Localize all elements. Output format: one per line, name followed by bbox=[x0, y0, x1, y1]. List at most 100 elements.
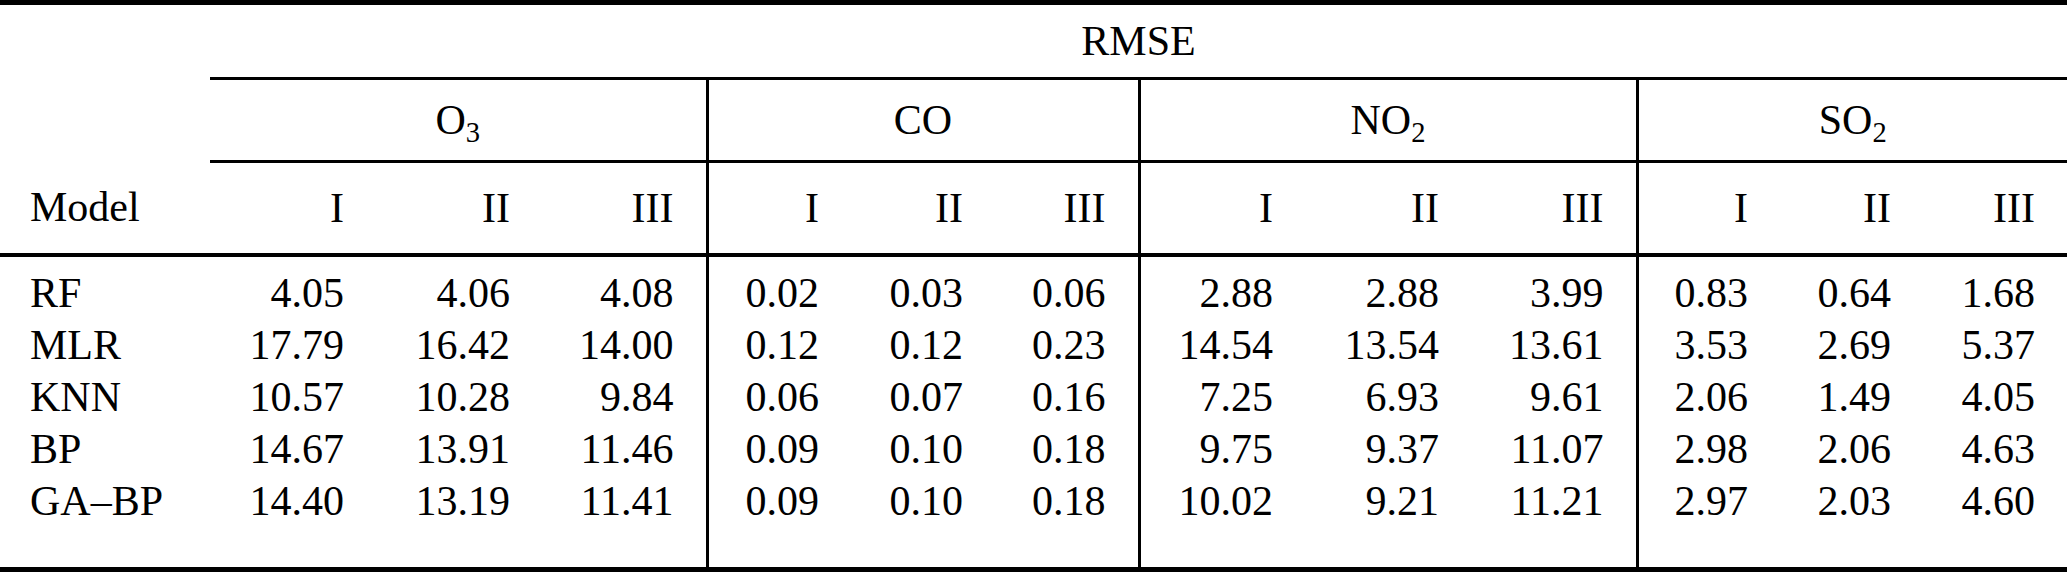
paper-table-page: RMSE O3 CO NO2 SO2 Model I bbox=[0, 0, 2067, 576]
value-cell: 3.99 bbox=[1471, 255, 1637, 319]
value-cell: 14.40 bbox=[210, 475, 376, 570]
table-row: GA–BP 14.40 13.19 11.41 0.09 0.10 0.18 1… bbox=[0, 475, 2067, 570]
corner-spacer bbox=[0, 3, 210, 79]
corner-spacer bbox=[0, 79, 210, 162]
model-name-cell: MLR bbox=[0, 319, 210, 371]
model-column-header: Model bbox=[0, 162, 210, 256]
value-cell: 2.88 bbox=[1139, 255, 1305, 319]
table-row: MLR 17.79 16.42 14.00 0.12 0.12 0.23 14.… bbox=[0, 319, 2067, 371]
group-label: NO bbox=[1351, 97, 1412, 143]
group-subscript: 2 bbox=[1411, 117, 1425, 148]
value-cell: 14.54 bbox=[1139, 319, 1305, 371]
model-name-cell: BP bbox=[0, 423, 210, 475]
group-subscript: 2 bbox=[1872, 117, 1886, 148]
value-cell: 13.19 bbox=[376, 475, 542, 570]
value-cell: 2.69 bbox=[1780, 319, 1923, 371]
value-cell: 6.93 bbox=[1305, 371, 1471, 423]
value-cell: 10.02 bbox=[1139, 475, 1305, 570]
value-cell: 0.09 bbox=[707, 423, 851, 475]
header-row-groups: O3 CO NO2 SO2 bbox=[0, 79, 2067, 162]
model-name-cell: KNN bbox=[0, 371, 210, 423]
header-row-subcolumns: Model I II III I II III I II III I II II… bbox=[0, 162, 2067, 256]
value-cell: 2.88 bbox=[1305, 255, 1471, 319]
value-cell: 4.63 bbox=[1923, 423, 2067, 475]
value-cell: 0.18 bbox=[995, 475, 1139, 570]
value-cell: 11.46 bbox=[542, 423, 707, 475]
col-header-o3-iii: III bbox=[542, 162, 707, 256]
value-cell: 1.68 bbox=[1923, 255, 2067, 319]
value-cell: 0.12 bbox=[851, 319, 995, 371]
value-cell: 9.84 bbox=[542, 371, 707, 423]
value-cell: 14.00 bbox=[542, 319, 707, 371]
table-title: RMSE bbox=[210, 3, 2067, 79]
value-cell: 2.06 bbox=[1637, 371, 1780, 423]
value-cell: 9.75 bbox=[1139, 423, 1305, 475]
value-cell: 0.64 bbox=[1780, 255, 1923, 319]
group-header-so2: SO2 bbox=[1637, 79, 2067, 162]
value-cell: 3.53 bbox=[1637, 319, 1780, 371]
value-cell: 11.41 bbox=[542, 475, 707, 570]
value-cell: 16.42 bbox=[376, 319, 542, 371]
group-label: CO bbox=[894, 97, 952, 143]
value-cell: 4.06 bbox=[376, 255, 542, 319]
header-row-title: RMSE bbox=[0, 3, 2067, 79]
value-cell: 0.18 bbox=[995, 423, 1139, 475]
value-cell: 17.79 bbox=[210, 319, 376, 371]
col-header-so2-i: I bbox=[1637, 162, 1780, 256]
value-cell: 11.21 bbox=[1471, 475, 1637, 570]
value-cell: 4.08 bbox=[542, 255, 707, 319]
value-cell: 5.37 bbox=[1923, 319, 2067, 371]
value-cell: 0.12 bbox=[707, 319, 851, 371]
value-cell: 11.07 bbox=[1471, 423, 1637, 475]
value-cell: 4.60 bbox=[1923, 475, 2067, 570]
model-name-cell: GA–BP bbox=[0, 475, 210, 570]
value-cell: 2.06 bbox=[1780, 423, 1923, 475]
value-cell: 0.10 bbox=[851, 475, 995, 570]
col-header-co-iii: III bbox=[995, 162, 1139, 256]
table-row: BP 14.67 13.91 11.46 0.09 0.10 0.18 9.75… bbox=[0, 423, 2067, 475]
value-cell: 10.28 bbox=[376, 371, 542, 423]
model-name-cell: RF bbox=[0, 255, 210, 319]
value-cell: 4.05 bbox=[1923, 371, 2067, 423]
value-cell: 13.54 bbox=[1305, 319, 1471, 371]
value-cell: 13.91 bbox=[376, 423, 542, 475]
group-label: SO bbox=[1819, 97, 1873, 143]
rmse-table: RMSE O3 CO NO2 SO2 Model I bbox=[0, 0, 2067, 572]
value-cell: 9.21 bbox=[1305, 475, 1471, 570]
value-cell: 0.06 bbox=[995, 255, 1139, 319]
col-header-no2-ii: II bbox=[1305, 162, 1471, 256]
group-label: O bbox=[435, 97, 465, 143]
value-cell: 0.09 bbox=[707, 475, 851, 570]
table-row: RF 4.05 4.06 4.08 0.02 0.03 0.06 2.88 2.… bbox=[0, 255, 2067, 319]
col-header-so2-ii: II bbox=[1780, 162, 1923, 256]
col-header-o3-ii: II bbox=[376, 162, 542, 256]
col-header-so2-iii: III bbox=[1923, 162, 2067, 256]
group-header-no2: NO2 bbox=[1139, 79, 1637, 162]
value-cell: 10.57 bbox=[210, 371, 376, 423]
value-cell: 2.98 bbox=[1637, 423, 1780, 475]
col-header-no2-i: I bbox=[1139, 162, 1305, 256]
value-cell: 2.03 bbox=[1780, 475, 1923, 570]
value-cell: 0.16 bbox=[995, 371, 1139, 423]
value-cell: 0.23 bbox=[995, 319, 1139, 371]
col-header-o3-i: I bbox=[210, 162, 376, 256]
value-cell: 0.02 bbox=[707, 255, 851, 319]
value-cell: 0.03 bbox=[851, 255, 995, 319]
value-cell: 2.97 bbox=[1637, 475, 1780, 570]
table-row: KNN 10.57 10.28 9.84 0.06 0.07 0.16 7.25… bbox=[0, 371, 2067, 423]
group-subscript: 3 bbox=[466, 117, 480, 148]
value-cell: 9.61 bbox=[1471, 371, 1637, 423]
value-cell: 14.67 bbox=[210, 423, 376, 475]
value-cell: 1.49 bbox=[1780, 371, 1923, 423]
value-cell: 0.07 bbox=[851, 371, 995, 423]
value-cell: 4.05 bbox=[210, 255, 376, 319]
group-header-co: CO bbox=[707, 79, 1139, 162]
value-cell: 13.61 bbox=[1471, 319, 1637, 371]
value-cell: 0.06 bbox=[707, 371, 851, 423]
value-cell: 0.10 bbox=[851, 423, 995, 475]
value-cell: 7.25 bbox=[1139, 371, 1305, 423]
value-cell: 9.37 bbox=[1305, 423, 1471, 475]
col-header-co-i: I bbox=[707, 162, 851, 256]
group-header-o3: O3 bbox=[210, 79, 707, 162]
col-header-no2-iii: III bbox=[1471, 162, 1637, 256]
